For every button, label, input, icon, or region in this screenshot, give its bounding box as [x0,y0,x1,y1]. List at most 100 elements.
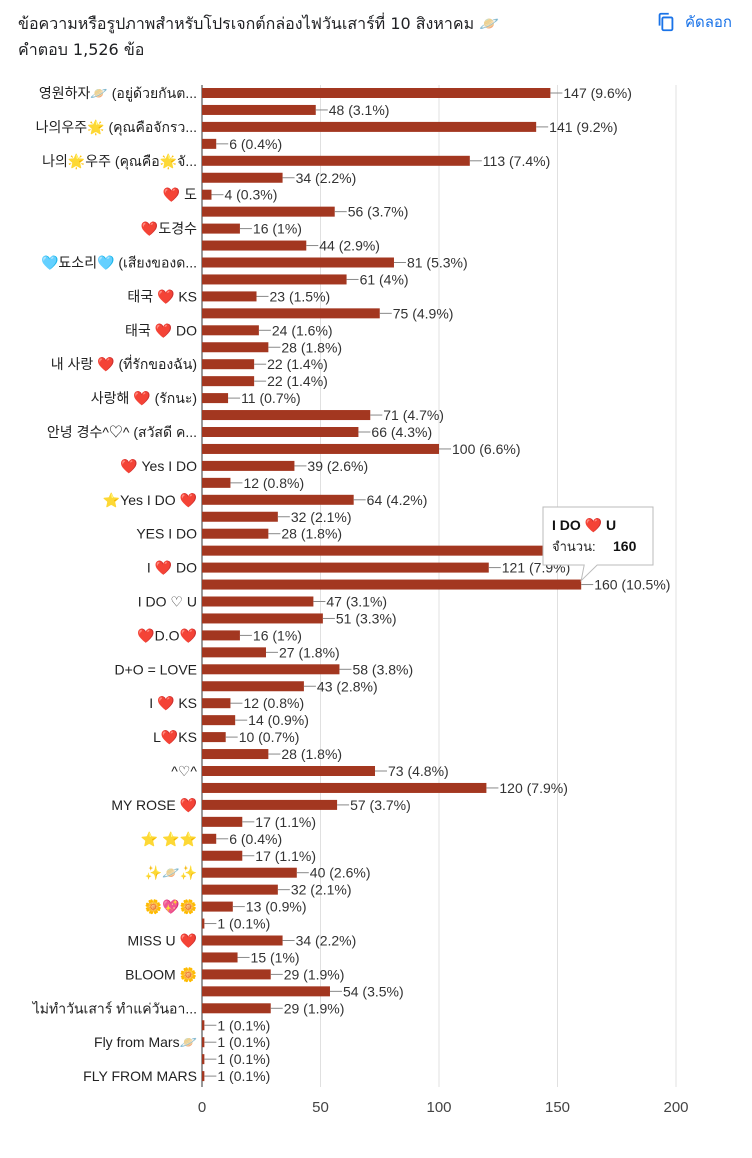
bar[interactable] [202,630,240,641]
bar[interactable] [202,545,582,556]
category-label: ⭐️ ⭐️⭐️ [141,831,197,847]
category-label: 영원하자🪐 (อยู่ด้วยกันต... [39,85,197,102]
data-label: 22 (1.4%) [267,373,328,389]
x-tick-label: 150 [545,1099,570,1116]
bar[interactable] [202,325,259,336]
x-tick-label: 0 [198,1099,206,1116]
bar[interactable] [202,1003,271,1014]
bar[interactable] [202,867,297,878]
data-label: 29 (1.9%) [284,966,345,982]
bar[interactable] [202,799,338,810]
data-label: 56 (3.7%) [348,204,409,220]
bar[interactable] [202,393,229,404]
bar[interactable] [202,427,359,437]
category-label: 안녕 경수^♡^ (สวัสดี ค... [47,424,197,440]
bar[interactable] [202,443,439,454]
data-label: 32 (2.1%) [291,882,352,898]
category-label: 나의🌟우주 (คุณคือ🌟จั... [42,153,197,170]
bar[interactable] [202,1054,205,1065]
bar[interactable] [202,257,394,268]
category-label: MY ROSE ❤️ [111,797,197,813]
bar[interactable] [202,511,278,522]
bar[interactable] [202,1020,205,1031]
bar[interactable] [202,121,537,132]
bar[interactable] [202,749,269,760]
bar[interactable] [202,240,307,251]
data-label: 16 (1%) [253,627,302,643]
bar[interactable] [202,698,231,709]
bar[interactable] [202,189,212,200]
bar[interactable] [202,342,269,353]
bar[interactable] [202,274,347,285]
data-label: 4 (0.3%) [224,187,277,203]
bar[interactable] [202,172,283,183]
bar[interactable] [202,918,205,929]
bar[interactable] [202,308,380,319]
tooltip-value: 160 [613,538,637,554]
bar[interactable] [202,766,376,776]
x-tick-label: 50 [312,1099,329,1116]
bar[interactable] [202,986,330,997]
bar[interactable] [202,782,487,793]
bar[interactable] [202,104,316,115]
data-label: 15 (1%) [251,949,300,965]
data-label: 51 (3.3%) [336,610,397,626]
bar[interactable] [202,155,470,166]
data-label: 57 (3.7%) [350,797,411,813]
bar[interactable] [202,664,340,675]
data-label: 11 (0.7%) [241,390,301,406]
data-label: 29 (1.9%) [284,1000,345,1016]
bar[interactable] [202,596,314,607]
data-label: 12 (0.8%) [243,475,304,491]
bar[interactable] [202,850,243,861]
bar[interactable] [202,410,371,421]
bar[interactable] [202,562,489,573]
category-label: ⭐️Yes I DO ❤️ [103,492,198,508]
bar[interactable] [202,528,269,539]
x-tick-label: 100 [426,1099,451,1116]
data-label: 16 (1%) [253,221,302,237]
bar[interactable] [202,816,243,827]
copy-button[interactable]: คัดลอก [655,10,732,34]
bar[interactable] [202,952,238,963]
data-label: 23 (1.5%) [270,288,331,304]
bar[interactable] [202,613,323,624]
bar[interactable] [202,935,283,946]
bar[interactable] [202,1037,205,1048]
bar[interactable] [202,901,233,912]
data-label: 160 (10.5%) [594,577,670,593]
data-label: 47 (3.1%) [326,594,387,610]
bar[interactable] [202,494,354,505]
bar[interactable] [202,477,231,488]
bar[interactable] [202,376,255,387]
bar[interactable] [202,884,278,895]
category-label: 나의우주🌟 (คุณคือจักรว... [36,119,197,136]
category-label: ❤️ Yes I DO [120,458,197,474]
bar[interactable] [202,88,551,98]
bar[interactable] [202,1071,205,1082]
form-question-header: ข้อความหรือรูปภาพสำหรับโปรเจกต์กล่องไฟวั… [18,12,638,62]
category-label: ❤️D.O❤️ [137,627,197,643]
bar[interactable] [202,969,271,980]
data-label: 81 (5.3%) [407,255,468,271]
bar[interactable] [202,206,335,217]
bar[interactable] [202,291,257,302]
copy-label: คัดลอก [684,14,732,31]
data-label: 12 (0.8%) [243,695,304,711]
bar[interactable] [202,833,217,844]
bar[interactable] [202,579,582,590]
bar[interactable] [202,359,255,370]
bar[interactable] [202,681,304,692]
data-label: 48 (3.1%) [329,102,390,118]
data-label: 71 (4.7%) [383,407,444,423]
bar[interactable] [202,138,217,149]
bar[interactable] [202,223,240,234]
bar[interactable] [202,732,226,743]
bar[interactable] [202,647,266,658]
data-label: 44 (2.9%) [319,238,380,254]
question-title: ข้อความหรือรูปภาพสำหรับโปรเจกต์กล่องไฟวั… [18,14,500,33]
bar[interactable] [202,460,295,471]
response-count: คำตอบ 1,526 ข้อ [18,40,145,59]
bar[interactable] [202,715,236,726]
category-label: ^♡^ [171,763,197,779]
